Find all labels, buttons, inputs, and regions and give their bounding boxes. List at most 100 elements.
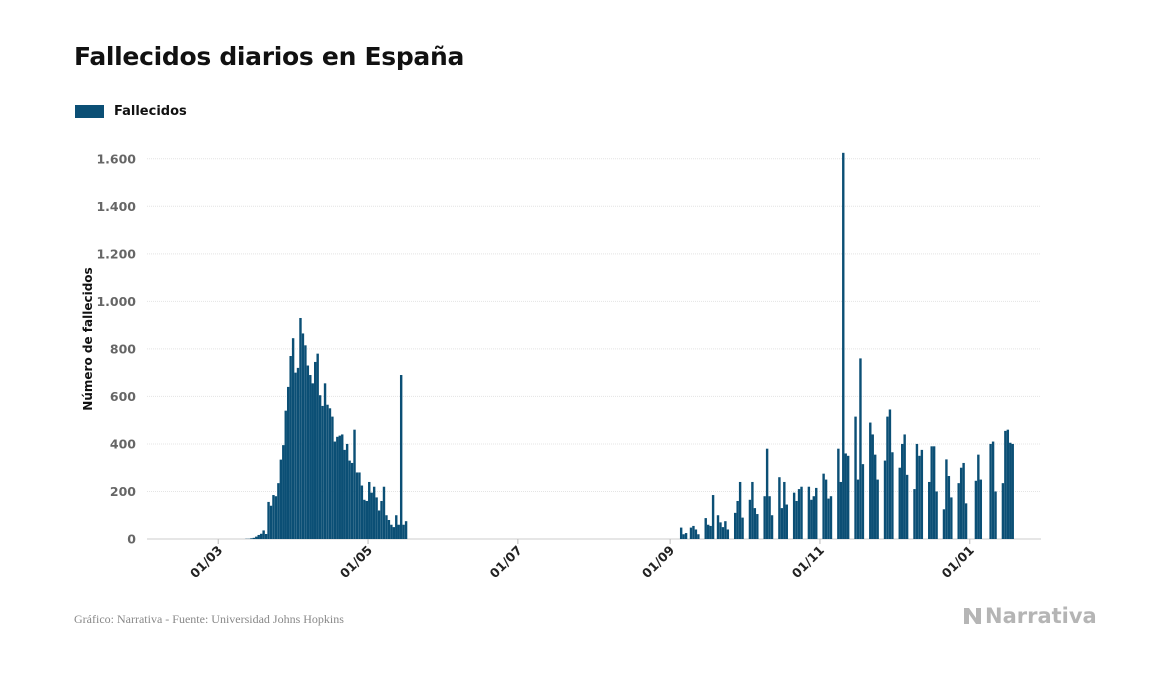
bar <box>706 524 710 539</box>
x-tick-label: 01/05 <box>337 543 375 581</box>
bar <box>348 460 351 539</box>
bar <box>368 481 371 539</box>
brand-logo: Narrativa <box>963 604 1097 628</box>
bar <box>289 356 292 539</box>
bar <box>291 338 295 539</box>
bar <box>385 515 388 539</box>
bar <box>873 454 877 539</box>
bar <box>377 510 381 539</box>
bar <box>390 524 393 539</box>
bar <box>286 386 290 539</box>
bar <box>282 445 285 539</box>
bar <box>876 479 879 539</box>
bar <box>1006 429 1010 539</box>
bar <box>264 534 268 539</box>
bar <box>957 483 960 539</box>
bar <box>829 496 833 539</box>
bar <box>783 481 786 539</box>
bar <box>326 404 329 539</box>
bar <box>328 408 332 539</box>
bar <box>716 515 720 539</box>
bar <box>382 486 386 539</box>
bar <box>1004 430 1007 539</box>
legend: Fallecidos <box>75 104 187 119</box>
bar <box>871 434 874 539</box>
bar <box>977 454 980 539</box>
bar <box>311 383 314 539</box>
bar <box>355 472 359 539</box>
bar <box>321 405 324 539</box>
bar <box>945 459 948 539</box>
bar <box>785 504 788 539</box>
y-tick-label: 1.200 <box>96 246 136 261</box>
bar <box>768 496 771 539</box>
bar <box>856 479 860 539</box>
bar <box>694 529 698 539</box>
bar <box>748 499 752 539</box>
bar <box>353 429 356 539</box>
bar <box>891 452 894 539</box>
bar <box>697 534 700 539</box>
bar <box>810 499 813 539</box>
bar <box>751 481 754 539</box>
bar <box>815 487 818 539</box>
bar <box>928 481 931 539</box>
bar <box>763 496 766 539</box>
bar <box>404 521 408 539</box>
narrativa-logo-icon <box>964 608 981 624</box>
bar <box>262 530 265 539</box>
bar <box>994 491 997 539</box>
bar <box>350 462 354 539</box>
bar <box>901 443 904 539</box>
legend-label: Fallecidos <box>114 104 187 119</box>
bar <box>692 525 695 539</box>
bar <box>915 443 919 539</box>
bar <box>365 500 368 539</box>
bar <box>277 483 280 539</box>
bar <box>770 515 774 539</box>
bar <box>733 512 737 539</box>
bar <box>314 361 317 539</box>
brand-name: Narrativa <box>985 604 1097 628</box>
bar <box>272 495 275 539</box>
bar <box>719 522 722 539</box>
bar <box>827 498 830 539</box>
bar <box>318 395 322 539</box>
y-tick-label: 1.600 <box>96 151 136 166</box>
bar <box>780 508 784 539</box>
bar <box>306 365 310 539</box>
bar <box>959 467 963 539</box>
bar <box>333 441 337 539</box>
bar <box>989 443 992 539</box>
chart-title: Fallecidos diarios en España <box>74 42 465 71</box>
bar <box>269 505 273 539</box>
bar <box>257 534 260 539</box>
bar <box>399 375 403 539</box>
bar <box>913 489 916 539</box>
bar <box>962 462 965 539</box>
y-tick-label: 400 <box>110 436 136 451</box>
bar <box>724 521 727 539</box>
bar <box>336 436 339 539</box>
bar <box>822 473 825 539</box>
bar <box>738 481 742 539</box>
bar <box>844 453 847 539</box>
bar <box>259 533 263 539</box>
bar <box>301 333 305 539</box>
bar <box>935 491 938 539</box>
x-tick-label: 01/07 <box>487 543 525 581</box>
bar <box>947 476 951 539</box>
bars <box>245 152 1014 539</box>
bar <box>778 477 781 539</box>
y-tick-label: 800 <box>110 341 136 356</box>
bar <box>402 524 405 539</box>
bar <box>795 500 798 539</box>
bar <box>726 529 730 539</box>
bar <box>267 501 270 539</box>
bar <box>888 409 892 539</box>
x-tick-label: 01/11 <box>789 543 827 581</box>
bar <box>859 358 862 539</box>
bar <box>343 449 346 539</box>
bar <box>345 443 349 539</box>
bar <box>753 508 757 539</box>
